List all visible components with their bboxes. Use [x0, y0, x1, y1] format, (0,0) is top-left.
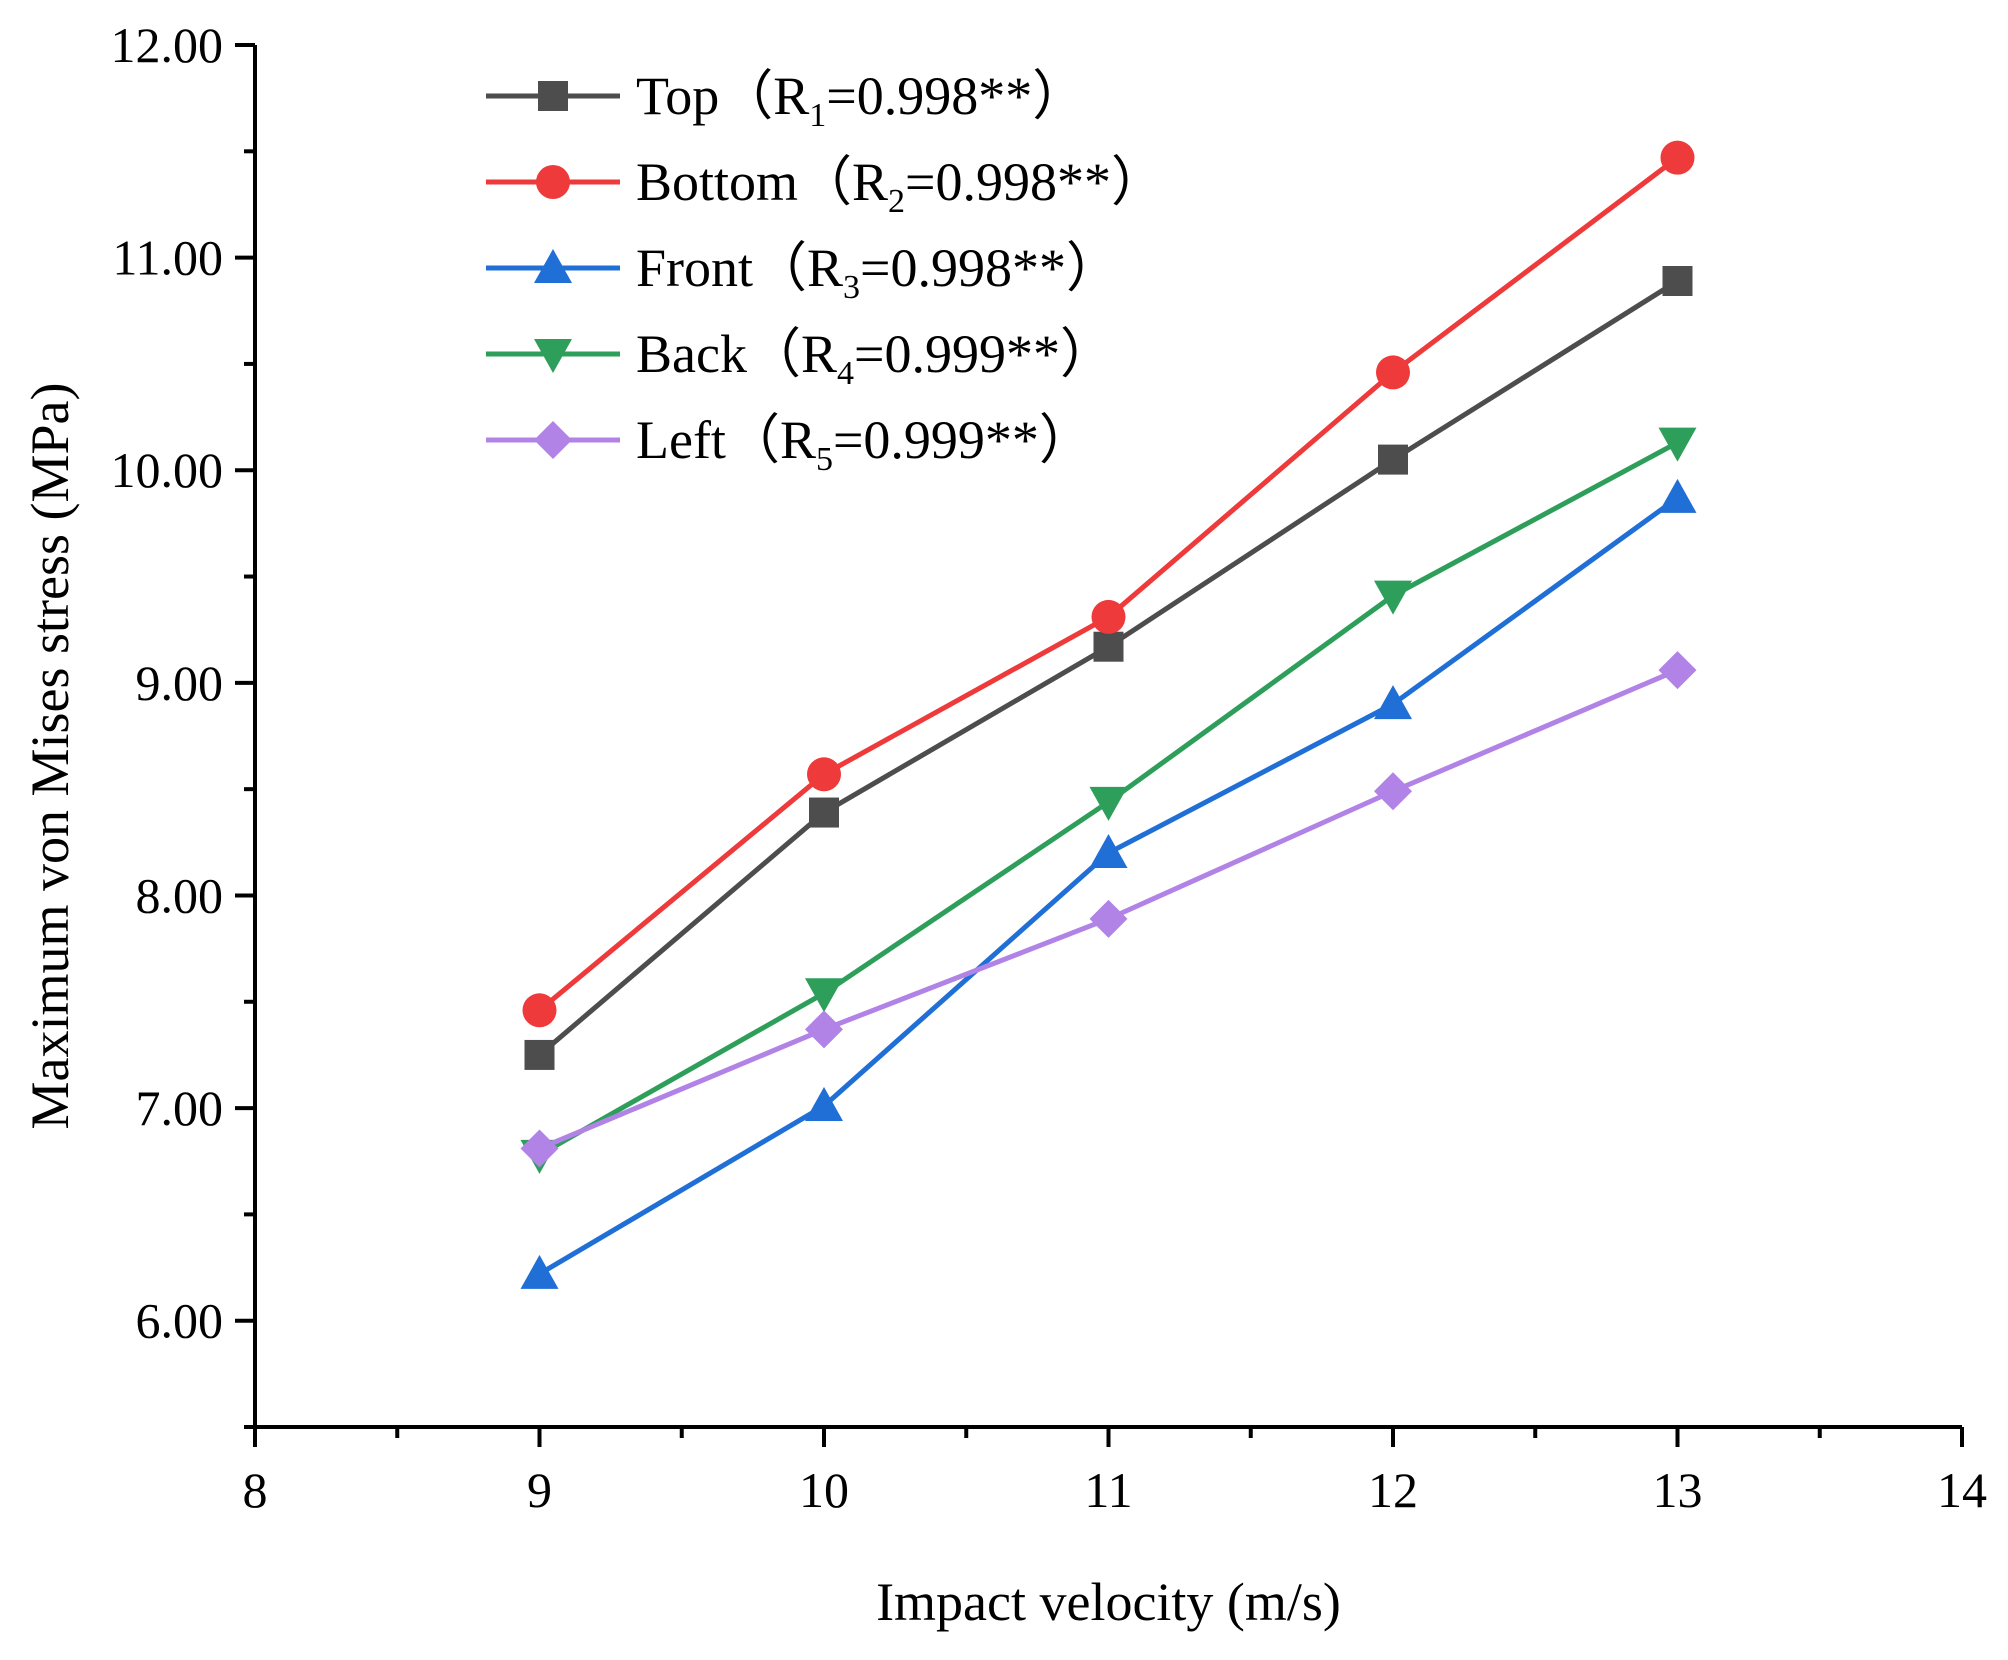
legend-marker [538, 81, 568, 111]
x-tick-label: 12 [1368, 1462, 1418, 1518]
legend-entry-top: Top（R1=0.998**） [486, 66, 1086, 134]
legend-marker [534, 339, 572, 373]
data-point-bottom [1091, 599, 1126, 634]
legend-entry-left: Left（R5=0.999**） [486, 410, 1093, 478]
legend-entry-front: Front（R3=0.998**） [486, 238, 1120, 306]
series-front [520, 478, 1697, 1289]
y-axis-title: Maximum von Mises stress (MPa) [20, 383, 80, 1130]
legend: Top（R1=0.998**） Bottom（R2=0.998**） Front（R… [486, 66, 1165, 478]
data-point-top [1093, 631, 1124, 662]
data-point-top [524, 1039, 555, 1070]
data-point-left [805, 1010, 843, 1049]
legend-label: Front（R3=0.998**） [636, 238, 1120, 306]
x-tick-label: 10 [799, 1462, 849, 1518]
data-point-front [1374, 685, 1412, 720]
legend-marker [536, 165, 570, 199]
legend-label: Back（R4=0.999**） [636, 324, 1114, 392]
data-point-bottom [807, 757, 841, 792]
data-point-bottom [1660, 140, 1695, 175]
data-point-front [805, 1086, 843, 1121]
legend-marker [534, 249, 572, 283]
x-tick-label: 9 [527, 1462, 552, 1518]
y-tick-label: 9.00 [136, 655, 224, 711]
legend-label: Left（R5=0.999**） [636, 410, 1093, 478]
data-point-left [1089, 899, 1128, 938]
y-tick-label: 11.00 [112, 230, 223, 286]
x-axis-title: Impact velocity (m/s) [876, 1572, 1341, 1632]
data-point-front [520, 1254, 559, 1289]
axes: 8 9 10 11 12 13 14 6.00 7.00 8.00 9.00 10.00 11.00 12… [111, 17, 1988, 1518]
y-tick-label: 8.00 [136, 867, 224, 923]
data-point-back [1658, 427, 1697, 462]
data-point-front [1658, 478, 1697, 513]
legend-label: Top（R1=0.998**） [636, 66, 1086, 134]
y-tick-label: 12.00 [111, 17, 224, 73]
legend-entry-bottom: Bottom（R2=0.998**） [486, 152, 1165, 220]
data-point-left [520, 1129, 559, 1168]
data-point-left [1658, 651, 1697, 690]
data-point-back [1089, 786, 1128, 821]
data-point-bottom [1376, 355, 1410, 390]
y-tick-label: 10.00 [111, 442, 224, 498]
y-tick-label: 6.00 [136, 1293, 224, 1349]
data-point-top [1378, 444, 1408, 475]
x-tick-label: 14 [1937, 1462, 1987, 1518]
data-point-front [1089, 833, 1128, 868]
series-left [520, 651, 1697, 1168]
series-line-top [537, 278, 1679, 1057]
data-point-top [809, 797, 839, 828]
data-point-bottom [522, 993, 557, 1028]
data-point-back [1374, 580, 1412, 615]
legend-marker [534, 421, 572, 459]
series-bottom [522, 140, 1695, 1028]
x-tick-label: 8 [243, 1462, 268, 1518]
data-point-top [1662, 266, 1693, 297]
x-tick-label: 13 [1653, 1462, 1703, 1518]
y-tick-label: 7.00 [136, 1080, 224, 1136]
series-top [524, 266, 1693, 1070]
data-point-back [805, 978, 843, 1013]
legend-entry-back: Back（R4=0.999**） [486, 324, 1114, 392]
x-tick-label: 11 [1084, 1462, 1132, 1518]
plot-area [520, 140, 1697, 1289]
data-point-left [1374, 772, 1412, 811]
series-back [520, 427, 1697, 1174]
legend-label: Bottom（R2=0.998**） [636, 152, 1165, 220]
